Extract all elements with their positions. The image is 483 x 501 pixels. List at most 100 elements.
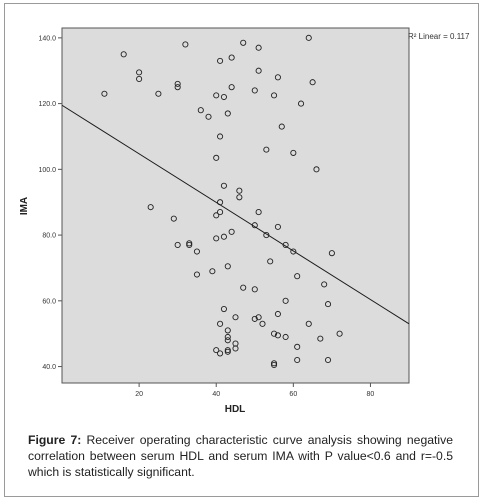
data-points (101, 34, 343, 368)
data-point (228, 84, 235, 91)
data-point (232, 314, 239, 321)
data-point (155, 90, 162, 97)
data-point (174, 241, 181, 248)
data-point (236, 187, 243, 194)
data-point (251, 286, 258, 293)
data-point (324, 301, 332, 308)
data-point (259, 320, 266, 327)
figure-caption: Figure 7: Receiver operating characteris… (28, 432, 453, 480)
data-point (213, 92, 220, 99)
data-point (271, 361, 278, 368)
caption-lead: Figure 7: (28, 433, 82, 447)
data-point (309, 79, 316, 86)
data-point (271, 92, 278, 99)
data-point (193, 248, 200, 255)
data-point (232, 345, 239, 352)
data-point (170, 215, 177, 222)
data-point (324, 356, 332, 364)
y-tick-label: 100.0 (38, 167, 56, 174)
data-point (297, 100, 305, 107)
data-point (294, 273, 301, 280)
data-point (209, 268, 216, 275)
r2-label: R² Linear = 0.117 (408, 32, 470, 41)
x-tick-label: 60 (289, 391, 297, 398)
data-point (213, 212, 220, 219)
data-point (174, 84, 181, 91)
data-point (305, 34, 312, 41)
x-tick-label: 80 (367, 391, 375, 398)
data-point (251, 315, 258, 322)
data-point (217, 133, 224, 140)
data-point (217, 350, 224, 357)
plot-area (61, 27, 410, 384)
data-point (224, 348, 231, 355)
data-point (271, 360, 278, 367)
data-point (182, 41, 189, 48)
data-point (186, 241, 193, 248)
y-tick-label: 80.0 (42, 233, 56, 240)
data-point (120, 51, 127, 58)
data-point (213, 154, 220, 161)
data-point (274, 74, 281, 81)
data-point (186, 240, 193, 247)
data-point (294, 356, 301, 364)
y-tick-label: 40.0 (42, 364, 56, 371)
data-point (274, 310, 281, 318)
data-point (136, 75, 143, 82)
y-tick-label: 120.0 (38, 101, 56, 108)
data-point (294, 343, 301, 350)
data-point (251, 87, 258, 94)
data-point (174, 80, 181, 87)
data-point (305, 320, 312, 327)
data-point (224, 333, 231, 341)
data-point (220, 182, 227, 189)
data-point (255, 44, 262, 51)
data-point (267, 258, 274, 265)
data-point (278, 123, 285, 130)
data-point (255, 209, 262, 216)
data-point (217, 320, 224, 327)
data-point (271, 330, 278, 337)
data-point (213, 347, 220, 354)
data-point (193, 271, 200, 278)
data-point (282, 333, 289, 341)
data-point (224, 263, 231, 270)
data-point (205, 113, 212, 120)
data-point (220, 305, 227, 313)
data-point (336, 330, 343, 337)
data-point (236, 194, 243, 201)
data-point (136, 69, 143, 76)
data-point (220, 233, 227, 240)
data-point (224, 337, 231, 344)
data-point (255, 314, 262, 321)
data-point (101, 90, 108, 97)
data-point (282, 297, 289, 304)
data-point (290, 149, 297, 156)
data-point (217, 209, 224, 216)
y-tick-label: 60.0 (42, 298, 56, 305)
data-point (197, 107, 204, 114)
data-point (213, 235, 220, 242)
data-point (228, 54, 235, 61)
y-tick-label: 140.0 (38, 35, 56, 42)
data-point (328, 250, 335, 257)
data-point (147, 204, 154, 211)
regression-line (61, 104, 410, 325)
data-point (321, 281, 328, 288)
data-point (290, 248, 297, 255)
x-axis-title: HDL (225, 404, 246, 415)
data-point (263, 146, 270, 153)
data-point (240, 284, 247, 291)
data-point (224, 327, 231, 334)
data-point (317, 335, 324, 342)
data-point (217, 57, 224, 64)
data-point (224, 110, 231, 117)
y-axis: 40.0 60.0 80.0 100.0 120.0 140.0 (38, 35, 62, 371)
data-point (228, 228, 235, 235)
data-point (274, 332, 281, 339)
data-point (240, 39, 247, 46)
y-axis-title: IMA (19, 197, 30, 215)
caption-text: Receiver operating characteristic curve … (28, 433, 453, 479)
data-point (224, 347, 231, 354)
